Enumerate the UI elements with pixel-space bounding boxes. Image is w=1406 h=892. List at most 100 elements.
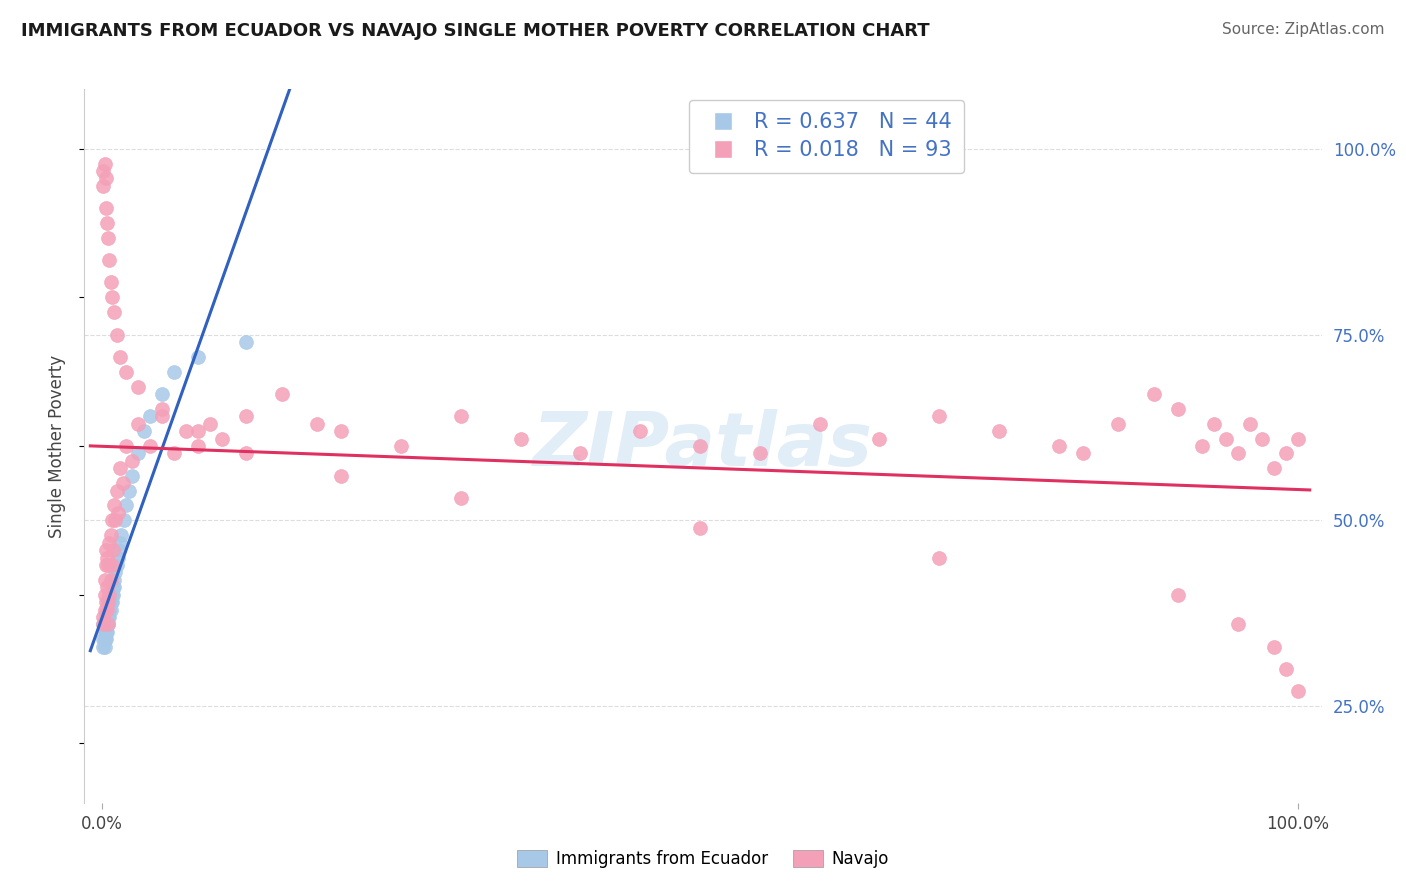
Point xyxy=(1071,446,1094,460)
Point xyxy=(110,528,132,542)
Point xyxy=(150,387,173,401)
Point xyxy=(103,499,125,513)
Point xyxy=(1167,588,1189,602)
Point xyxy=(101,588,124,602)
Point xyxy=(97,602,120,616)
Point xyxy=(93,632,115,647)
Point xyxy=(94,624,117,639)
Point xyxy=(235,446,257,460)
Point xyxy=(163,446,186,460)
Point xyxy=(107,550,129,565)
Point xyxy=(1286,432,1309,446)
Point xyxy=(105,327,128,342)
Point xyxy=(94,595,117,609)
Point xyxy=(96,580,118,594)
Point xyxy=(103,573,125,587)
Point xyxy=(270,387,292,401)
Point xyxy=(105,558,128,572)
Point xyxy=(94,610,117,624)
Point xyxy=(97,610,120,624)
Point xyxy=(101,290,124,304)
Point xyxy=(96,624,118,639)
Point xyxy=(928,550,950,565)
Point xyxy=(330,424,353,438)
Point xyxy=(330,468,353,483)
Point xyxy=(1107,417,1129,431)
Point xyxy=(93,164,115,178)
Point xyxy=(94,543,117,558)
Point xyxy=(187,439,209,453)
Point xyxy=(93,632,115,647)
Point xyxy=(98,602,121,616)
Point xyxy=(748,446,770,460)
Point xyxy=(127,379,149,393)
Point xyxy=(569,446,592,460)
Point xyxy=(96,550,118,565)
Point xyxy=(93,610,115,624)
Point xyxy=(94,617,117,632)
Point xyxy=(97,617,120,632)
Point xyxy=(389,439,412,453)
Point xyxy=(93,602,115,616)
Point xyxy=(105,483,128,498)
Point xyxy=(1274,662,1296,676)
Point xyxy=(121,454,143,468)
Point xyxy=(115,365,138,379)
Point xyxy=(101,580,124,594)
Point xyxy=(100,276,122,290)
Point xyxy=(93,624,115,639)
Point xyxy=(509,432,531,446)
Point xyxy=(115,439,138,453)
Point xyxy=(93,640,115,654)
Point xyxy=(98,535,121,549)
Point xyxy=(628,424,651,438)
Point xyxy=(928,409,950,424)
Point xyxy=(110,461,132,475)
Point xyxy=(235,409,257,424)
Point xyxy=(96,610,118,624)
Point xyxy=(235,334,257,349)
Point xyxy=(94,171,117,186)
Point xyxy=(93,588,115,602)
Point xyxy=(112,513,135,527)
Point xyxy=(163,365,186,379)
Point xyxy=(97,231,120,245)
Point xyxy=(868,432,890,446)
Point xyxy=(94,558,117,572)
Point xyxy=(93,617,115,632)
Point xyxy=(1274,446,1296,460)
Point xyxy=(127,446,149,460)
Point xyxy=(111,476,134,491)
Point xyxy=(150,409,173,424)
Point xyxy=(110,350,132,364)
Point xyxy=(93,640,115,654)
Point xyxy=(187,350,209,364)
Point xyxy=(1263,640,1285,654)
Point xyxy=(103,580,125,594)
Point xyxy=(117,483,139,498)
Point xyxy=(98,610,121,624)
Point xyxy=(98,253,121,268)
Point xyxy=(100,528,122,542)
Point xyxy=(100,595,122,609)
Point xyxy=(101,588,124,602)
Point xyxy=(100,602,122,616)
Text: IMMIGRANTS FROM ECUADOR VS NAVAJO SINGLE MOTHER POVERTY CORRELATION CHART: IMMIGRANTS FROM ECUADOR VS NAVAJO SINGLE… xyxy=(21,22,929,40)
Point xyxy=(1191,439,1213,453)
Point xyxy=(307,417,329,431)
Point xyxy=(93,617,115,632)
Point xyxy=(127,417,149,431)
Point xyxy=(187,424,209,438)
Point xyxy=(96,216,118,230)
Point xyxy=(101,513,124,527)
Point xyxy=(107,506,129,520)
Point xyxy=(174,424,197,438)
Point xyxy=(689,439,711,453)
Point xyxy=(150,401,173,416)
Point xyxy=(103,305,125,319)
Point xyxy=(121,468,143,483)
Point xyxy=(987,424,1010,438)
Point xyxy=(93,156,115,170)
Text: Source: ZipAtlas.com: Source: ZipAtlas.com xyxy=(1222,22,1385,37)
Point xyxy=(1167,401,1189,416)
